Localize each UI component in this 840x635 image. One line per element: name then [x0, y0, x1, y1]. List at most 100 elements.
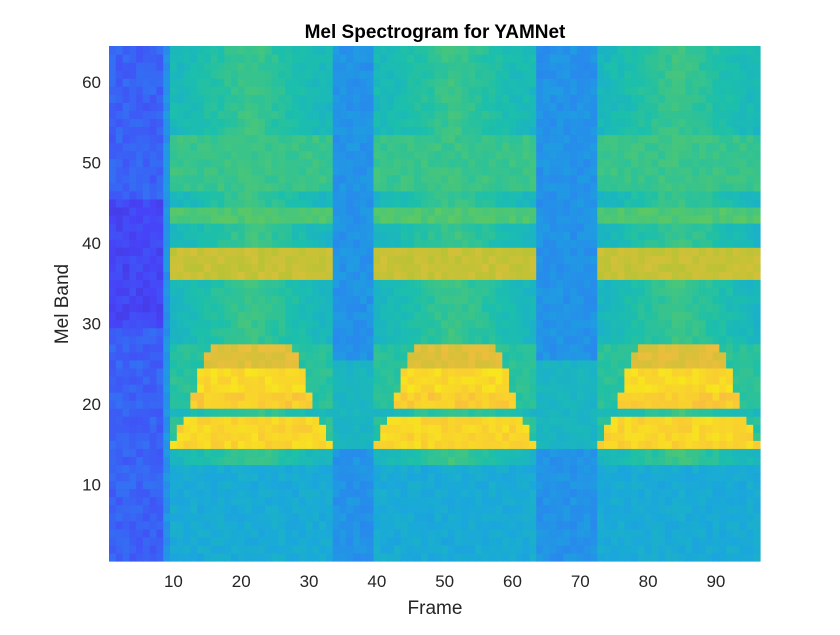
heatmap-cell: [332, 383, 341, 393]
heatmap-cell: [217, 351, 225, 361]
heatmap-cell: [488, 400, 497, 409]
heatmap-cell: [373, 295, 381, 305]
heatmap-cell: [448, 231, 456, 240]
heatmap-cell: [481, 158, 490, 168]
heatmap-cell: [163, 142, 171, 152]
heatmap-cell: [142, 520, 151, 530]
heatmap-cell: [502, 456, 510, 466]
heatmap-cell: [109, 166, 117, 176]
heatmap-cell: [414, 295, 422, 305]
heatmap-cell: [495, 214, 503, 224]
heatmap-cell: [264, 158, 273, 168]
heatmap-cell: [529, 231, 537, 240]
heatmap-cell: [434, 408, 442, 417]
heatmap-cell: [509, 279, 517, 289]
heatmap-cell: [346, 70, 354, 79]
heatmap-cell: [264, 54, 273, 63]
heatmap-cell: [163, 520, 171, 530]
heatmap-cell: [427, 94, 436, 103]
heatmap-cell: [346, 440, 354, 449]
heatmap-cell: [251, 263, 259, 272]
heatmap-cell: [122, 166, 130, 176]
heatmap-cell: [509, 351, 517, 361]
heatmap-cell: [176, 190, 185, 200]
heatmap-cell: [156, 544, 164, 554]
heatmap-cell: [610, 223, 619, 232]
heatmap-cell: [258, 416, 266, 425]
heatmap-cell: [549, 448, 558, 457]
heatmap-cell: [183, 544, 191, 554]
heatmap-cell: [495, 456, 503, 466]
heatmap-cell: [407, 182, 415, 192]
heatmap-cell: [217, 552, 225, 562]
heatmap-cell: [298, 247, 307, 256]
heatmap-cell: [305, 448, 314, 457]
heatmap-cell: [536, 408, 544, 417]
heatmap-cell: [515, 70, 524, 79]
heatmap-cell: [353, 54, 361, 63]
heatmap-cell: [149, 102, 158, 111]
heatmap-cell: [163, 255, 171, 264]
heatmap-cell: [468, 118, 476, 128]
heatmap-cell: [427, 400, 436, 409]
heatmap-cell: [570, 78, 578, 87]
heatmap-cell: [326, 408, 334, 417]
heatmap-cell: [414, 102, 422, 111]
heatmap-cell: [271, 464, 280, 474]
heatmap-cell: [231, 544, 239, 554]
heatmap-cell: [529, 214, 537, 224]
heatmap-cell: [264, 142, 273, 152]
heatmap-cell: [210, 182, 219, 192]
heatmap-cell: [468, 504, 476, 514]
heatmap-cell: [271, 552, 280, 562]
heatmap-cell: [576, 295, 585, 305]
heatmap-cell: [244, 480, 253, 490]
heatmap-cell: [136, 343, 144, 353]
heatmap-cell: [515, 94, 524, 103]
heatmap-cell: [305, 416, 314, 425]
heatmap-cell: [441, 392, 449, 401]
heatmap-cell: [319, 375, 327, 385]
heatmap-cell: [332, 102, 341, 111]
heatmap-cell: [339, 488, 347, 498]
heatmap-cell: [346, 432, 354, 441]
heatmap-cell: [366, 464, 375, 474]
heatmap-cell: [115, 223, 124, 232]
heatmap-cell: [326, 70, 334, 79]
heatmap-cell: [271, 480, 280, 490]
heatmap-cell: [481, 134, 490, 144]
heatmap-cell: [359, 359, 368, 369]
heatmap-cell: [454, 255, 463, 264]
heatmap-cell: [183, 102, 191, 111]
heatmap-cell: [237, 239, 246, 248]
heatmap-cell: [142, 94, 151, 103]
heatmap-cell: [597, 206, 605, 216]
heatmap-cell: [251, 166, 259, 176]
heatmap-cell: [576, 182, 585, 192]
heatmap-cell: [366, 263, 375, 272]
heatmap-cell: [475, 46, 483, 55]
heatmap-cell: [332, 206, 341, 216]
heatmap-cell: [543, 70, 551, 79]
heatmap-cell: [529, 536, 537, 546]
heatmap-cell: [366, 287, 375, 297]
heatmap-cell: [237, 488, 246, 498]
heatmap-cell: [319, 271, 327, 280]
heatmap-cell: [529, 552, 537, 562]
heatmap-cell: [203, 62, 212, 71]
heatmap-cell: [210, 512, 219, 522]
heatmap-cell: [149, 392, 158, 401]
heatmap-cell: [631, 464, 639, 474]
heatmap-cell: [129, 126, 137, 136]
heatmap-cell: [197, 279, 205, 289]
heatmap-cell: [502, 287, 510, 297]
heatmap-cell: [624, 343, 632, 353]
heatmap-cell: [536, 271, 544, 280]
heatmap-cell: [278, 472, 286, 482]
heatmap-cell: [258, 528, 266, 538]
heatmap-cell: [529, 126, 537, 136]
heatmap-cell: [170, 158, 178, 168]
heatmap-cell: [305, 496, 314, 506]
heatmap-cell: [217, 118, 225, 128]
heatmap-cell: [631, 528, 639, 538]
